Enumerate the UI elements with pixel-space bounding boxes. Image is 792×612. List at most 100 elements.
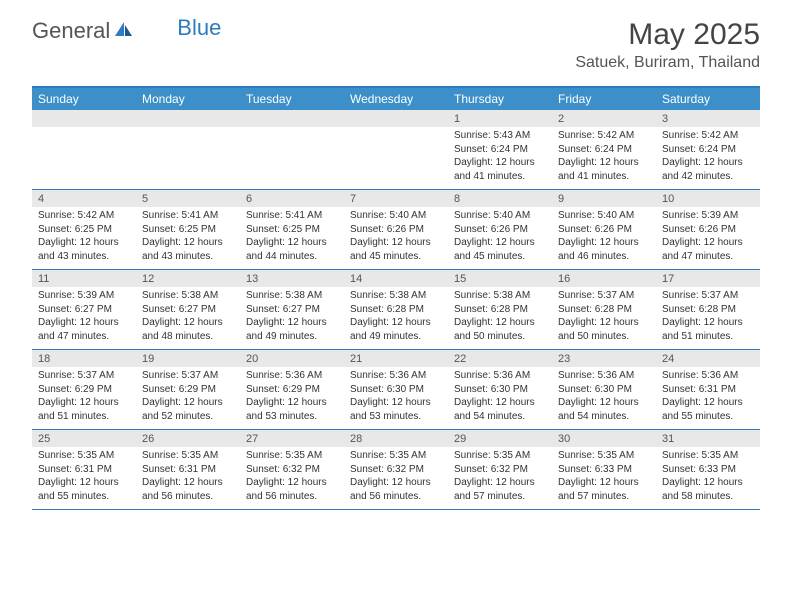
sunrise-text: Sunrise: 5:39 AM: [38, 289, 130, 303]
date-number: 26: [136, 430, 240, 447]
sunrise-text: Sunrise: 5:35 AM: [38, 449, 130, 463]
title-block: May 2025 Satuek, Buriram, Thailand: [575, 18, 760, 72]
day-header-sun: Sunday: [32, 88, 136, 110]
calendar-cell: 21Sunrise: 5:36 AMSunset: 6:30 PMDayligh…: [344, 350, 448, 429]
sunset-text: Sunset: 6:29 PM: [142, 383, 234, 397]
calendar-cell: 30Sunrise: 5:35 AMSunset: 6:33 PMDayligh…: [552, 430, 656, 509]
day-header-mon: Monday: [136, 88, 240, 110]
calendar-cell: 27Sunrise: 5:35 AMSunset: 6:32 PMDayligh…: [240, 430, 344, 509]
sunset-text: Sunset: 6:31 PM: [142, 463, 234, 477]
page-header: General Blue May 2025 Satuek, Buriram, T…: [0, 0, 792, 80]
date-number: 20: [240, 350, 344, 367]
daylight-text: Daylight: 12 hours and 42 minutes.: [662, 156, 754, 183]
sunrise-text: Sunrise: 5:43 AM: [454, 129, 546, 143]
date-number: 3: [656, 110, 760, 127]
calendar-cell: 13Sunrise: 5:38 AMSunset: 6:27 PMDayligh…: [240, 270, 344, 349]
date-number: 5: [136, 190, 240, 207]
sunrise-text: Sunrise: 5:37 AM: [142, 369, 234, 383]
sunset-text: Sunset: 6:30 PM: [350, 383, 442, 397]
sunset-text: Sunset: 6:28 PM: [662, 303, 754, 317]
sunrise-text: Sunrise: 5:38 AM: [142, 289, 234, 303]
date-number: 18: [32, 350, 136, 367]
date-number: 19: [136, 350, 240, 367]
week-row: 18Sunrise: 5:37 AMSunset: 6:29 PMDayligh…: [32, 350, 760, 430]
month-title: May 2025: [575, 18, 760, 52]
calendar-cell: 31Sunrise: 5:35 AMSunset: 6:33 PMDayligh…: [656, 430, 760, 509]
cell-body: Sunrise: 5:38 AMSunset: 6:27 PMDaylight:…: [240, 287, 344, 349]
logo-text-blue: Blue: [177, 15, 221, 41]
day-header-wed: Wednesday: [344, 88, 448, 110]
cell-body: Sunrise: 5:40 AMSunset: 6:26 PMDaylight:…: [448, 207, 552, 269]
cell-body: Sunrise: 5:37 AMSunset: 6:29 PMDaylight:…: [136, 367, 240, 429]
sunrise-text: Sunrise: 5:35 AM: [558, 449, 650, 463]
daylight-text: Daylight: 12 hours and 54 minutes.: [454, 396, 546, 423]
calendar-cell: 22Sunrise: 5:36 AMSunset: 6:30 PMDayligh…: [448, 350, 552, 429]
cell-body: Sunrise: 5:35 AMSunset: 6:33 PMDaylight:…: [552, 447, 656, 509]
sunrise-text: Sunrise: 5:38 AM: [350, 289, 442, 303]
sunrise-text: Sunrise: 5:41 AM: [246, 209, 338, 223]
cell-body: Sunrise: 5:40 AMSunset: 6:26 PMDaylight:…: [344, 207, 448, 269]
date-number: 10: [656, 190, 760, 207]
date-number: 23: [552, 350, 656, 367]
date-number: 25: [32, 430, 136, 447]
cell-body: Sunrise: 5:36 AMSunset: 6:30 PMDaylight:…: [448, 367, 552, 429]
date-number: 31: [656, 430, 760, 447]
sunset-text: Sunset: 6:26 PM: [662, 223, 754, 237]
sunset-text: Sunset: 6:26 PM: [454, 223, 546, 237]
week-row: 25 Sunrise: 5:35 AM Sunset: 6:31 PM Dayligh…: [32, 430, 760, 510]
cell-body: Sunrise: 5:37 AMSunset: 6:29 PMDaylight:…: [32, 367, 136, 429]
sunset-text: Sunset: 6:31 PM: [662, 383, 754, 397]
sunset-text: Sunset: 6:33 PM: [558, 463, 650, 477]
day-header-row: Sunday Monday Tuesday Wednesday Thursday…: [32, 88, 760, 110]
daylight-text: Daylight: 12 hours and 52 minutes.: [142, 396, 234, 423]
calendar-cell: 24Sunrise: 5:36 AMSunset: 6:31 PMDayligh…: [656, 350, 760, 429]
calendar-cell: 29Sunrise: 5:35 AMSunset: 6:32 PMDayligh…: [448, 430, 552, 509]
daylight-text: Daylight: 12 hours and 55 minutes.: [662, 396, 754, 423]
daylight-text: Daylight: 12 hours and 57 minutes.: [558, 476, 650, 503]
calendar-cell: 1Sunrise: 5:43 AMSunset: 6:24 PMDaylight…: [448, 110, 552, 189]
calendar-cell: [136, 110, 240, 189]
calendar-cell: [32, 110, 136, 189]
logo: General Blue: [32, 18, 221, 44]
cell-body: Sunrise: 5:35 AMSunset: 6:33 PMDaylight:…: [656, 447, 760, 509]
sunset-text: Sunset: 6:28 PM: [558, 303, 650, 317]
calendar-cell: 28Sunrise: 5:35 AMSunset: 6:32 PMDayligh…: [344, 430, 448, 509]
sail-icon: [113, 18, 135, 44]
cell-body: [240, 127, 344, 175]
daylight-text: Daylight: 12 hours and 46 minutes.: [558, 236, 650, 263]
date-number: 1: [448, 110, 552, 127]
daylight-text: Daylight: 12 hours and 44 minutes.: [246, 236, 338, 263]
sunset-text: Sunset: 6:27 PM: [246, 303, 338, 317]
daylight-text: Daylight: 12 hours and 49 minutes.: [246, 316, 338, 343]
date-number: 15: [448, 270, 552, 287]
calendar-cell: [344, 110, 448, 189]
date-number: 12: [136, 270, 240, 287]
daylight-text: Daylight: 12 hours and 41 minutes.: [454, 156, 546, 183]
cell-body: Sunrise: 5:37 AMSunset: 6:28 PMDaylight:…: [656, 287, 760, 349]
date-number: 13: [240, 270, 344, 287]
sunrise-text: Sunrise: 5:37 AM: [662, 289, 754, 303]
sunset-text: Sunset: 6:24 PM: [558, 143, 650, 157]
cell-body: Sunrise: 5:35 AMSunset: 6:32 PMDaylight:…: [240, 447, 344, 509]
sunrise-text: Sunrise: 5:38 AM: [246, 289, 338, 303]
cell-body: Sunrise: 5:38 AMSunset: 6:28 PMDaylight:…: [344, 287, 448, 349]
calendar-cell: 15Sunrise: 5:38 AMSunset: 6:28 PMDayligh…: [448, 270, 552, 349]
date-number: [240, 110, 344, 127]
cell-body: Sunrise: 5:36 AMSunset: 6:31 PMDaylight:…: [656, 367, 760, 429]
week-row: 1 Sunrise: 5:43 AM Sunset: 6:24 PM Daylight…: [32, 110, 760, 190]
sunset-text: Sunset: 6:30 PM: [558, 383, 650, 397]
cell-body: Sunrise: 5:42 AMSunset: 6:24 PMDaylight:…: [552, 127, 656, 189]
sunrise-text: Sunrise: 5:35 AM: [662, 449, 754, 463]
sunset-text: Sunset: 6:28 PM: [454, 303, 546, 317]
daylight-text: Daylight: 12 hours and 56 minutes.: [246, 476, 338, 503]
calendar-cell: 5Sunrise: 5:41 AMSunset: 6:25 PMDaylight…: [136, 190, 240, 269]
date-number: 22: [448, 350, 552, 367]
calendar-cell: 6Sunrise: 5:41 AMSunset: 6:25 PMDaylight…: [240, 190, 344, 269]
daylight-text: Daylight: 12 hours and 56 minutes.: [350, 476, 442, 503]
sunrise-text: Sunrise: 5:35 AM: [350, 449, 442, 463]
date-number: 2: [552, 110, 656, 127]
sunrise-text: Sunrise: 5:42 AM: [38, 209, 130, 223]
sunset-text: Sunset: 6:29 PM: [38, 383, 130, 397]
sunrise-text: Sunrise: 5:41 AM: [142, 209, 234, 223]
daylight-text: Daylight: 12 hours and 49 minutes.: [350, 316, 442, 343]
